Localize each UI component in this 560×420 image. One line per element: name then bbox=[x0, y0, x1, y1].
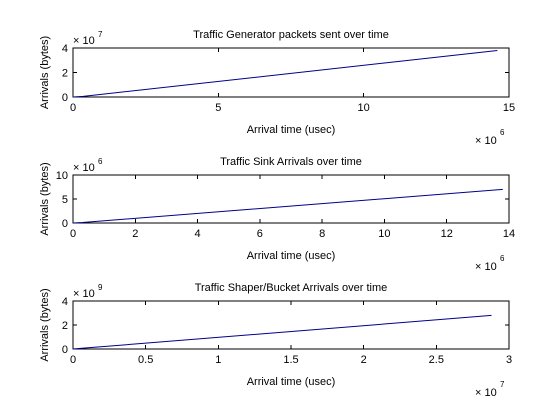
y-tick-label: 2 bbox=[62, 320, 68, 332]
y-multiplier-exponent: 7 bbox=[98, 30, 103, 39]
y-tick-label: 4 bbox=[62, 43, 68, 55]
series-line-1 bbox=[72, 188, 503, 224]
x-multiplier-exponent: 6 bbox=[500, 254, 505, 263]
series-line-1 bbox=[72, 49, 498, 98]
x-multiplier-exponent: 7 bbox=[500, 380, 505, 389]
y-multiplier: × 107 bbox=[73, 30, 103, 47]
x-tick-label: 15 bbox=[503, 102, 515, 114]
x-tick-label: 12 bbox=[441, 228, 453, 240]
y-multiplier-exponent: 9 bbox=[98, 283, 103, 292]
x-tick-label: 0 bbox=[70, 354, 76, 366]
x-tick-label: 3 bbox=[506, 354, 512, 366]
axes-box bbox=[72, 300, 510, 350]
x-multiplier-base: × 10 bbox=[475, 135, 497, 147]
x-tick-label: 2 bbox=[132, 228, 138, 240]
y-multiplier-base: × 10 bbox=[73, 35, 95, 47]
x-multiplier: × 106 bbox=[475, 254, 505, 273]
y-tick-label: 4 bbox=[62, 296, 68, 308]
y-multiplier-base: × 10 bbox=[73, 288, 95, 300]
series-line-1 bbox=[72, 314, 492, 350]
x-tick-label: 0.5 bbox=[138, 354, 153, 366]
x-axis-label: Arrival time (usec) bbox=[247, 124, 336, 136]
y-tick-label: 0 bbox=[62, 344, 68, 356]
x-tick-label: 6 bbox=[257, 228, 263, 240]
y-tick-label: 10 bbox=[56, 170, 68, 182]
y-tick-label: 5 bbox=[62, 194, 68, 206]
x-tick-label: 4 bbox=[195, 228, 201, 240]
x-multiplier-exponent: 6 bbox=[500, 128, 505, 137]
x-tick-label: 10 bbox=[358, 102, 370, 114]
chart-title: Traffic Sink Arrivals over time bbox=[220, 156, 362, 168]
x-axis-label: Arrival time (usec) bbox=[247, 376, 336, 388]
y-axis-label: Arrivals (bytes) bbox=[39, 288, 51, 361]
x-tick-label: 8 bbox=[319, 228, 325, 240]
x-tick-label: 2.5 bbox=[429, 354, 444, 366]
subplot-3: 0 0.5 1 1.5 2 2.5 3 0 2 4 Traffic Shaper/Bucket Ar… bbox=[39, 282, 512, 399]
x-tick-label: 10 bbox=[378, 228, 390, 240]
y-tick-label: 0 bbox=[62, 92, 68, 104]
x-multiplier: × 107 bbox=[475, 380, 505, 399]
subplot-2: 0 2 4 6 8 10 12 14 0 5 10 Traffic Sink Arrivals ove… bbox=[39, 156, 515, 273]
x-tick-label: 14 bbox=[503, 228, 515, 240]
chart-title: Traffic Generator packets sent over time bbox=[193, 29, 389, 41]
x-multiplier-base: × 10 bbox=[475, 387, 497, 399]
y-multiplier-base: × 10 bbox=[73, 162, 95, 174]
x-multiplier-base: × 10 bbox=[475, 261, 497, 273]
x-tick-label: 0 bbox=[70, 228, 76, 240]
x-multiplier: × 106 bbox=[475, 128, 505, 147]
y-tick-label: 2 bbox=[62, 68, 68, 80]
x-tick-label: 0 bbox=[70, 102, 76, 114]
x-tick-label: 1 bbox=[215, 354, 221, 366]
y-multiplier: × 109 bbox=[73, 283, 103, 300]
y-axis-label: Arrivals (bytes) bbox=[39, 162, 51, 235]
subplot-1: 0 5 10 15 0 2 4 Traffic Generator packets sent … bbox=[39, 29, 515, 147]
x-tick-label: 5 bbox=[215, 102, 221, 114]
y-multiplier-exponent: 6 bbox=[98, 157, 103, 166]
axes-box bbox=[72, 47, 510, 98]
chart-title: Traffic Shaper/Bucket Arrivals over time bbox=[195, 282, 388, 294]
y-multiplier: × 106 bbox=[73, 157, 103, 174]
y-tick-label: 0 bbox=[62, 218, 68, 230]
y-axis-label: Arrivals (bytes) bbox=[39, 36, 51, 109]
axes-box bbox=[72, 174, 510, 224]
x-tick-label: 1.5 bbox=[283, 354, 298, 366]
x-axis-label: Arrival time (usec) bbox=[247, 250, 336, 262]
x-tick-label: 2 bbox=[361, 354, 367, 366]
